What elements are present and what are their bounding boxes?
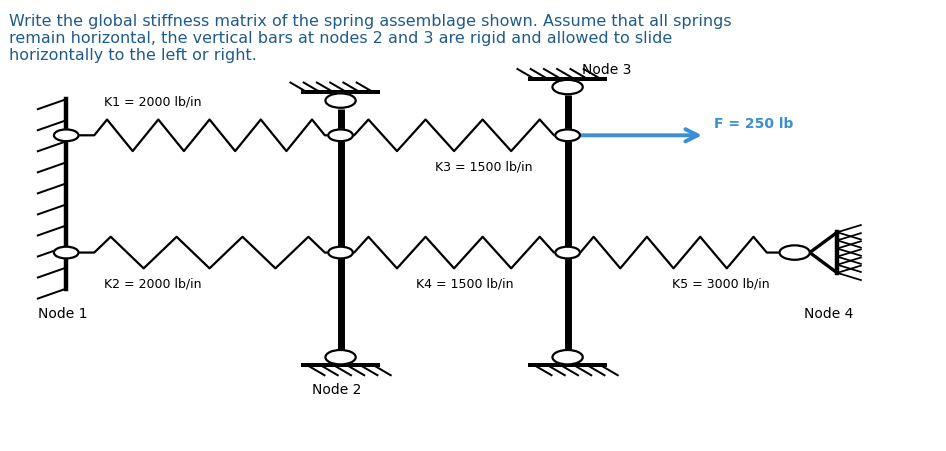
Text: K3 = 1500 lb/in: K3 = 1500 lb/in <box>435 160 533 173</box>
Circle shape <box>54 247 79 258</box>
Circle shape <box>54 129 79 141</box>
Circle shape <box>328 247 353 258</box>
Text: Node 1: Node 1 <box>38 307 87 321</box>
Text: Write the global stiffness matrix of the spring assemblage shown. Assume that al: Write the global stiffness matrix of the… <box>9 14 732 63</box>
Text: K2 = 2000 lb/in: K2 = 2000 lb/in <box>104 277 201 290</box>
Text: K4 = 1500 lb/in: K4 = 1500 lb/in <box>416 277 514 290</box>
Circle shape <box>328 129 353 141</box>
Text: K1 = 2000 lb/in: K1 = 2000 lb/in <box>104 95 201 108</box>
Text: F = 250 lb: F = 250 lb <box>714 117 794 131</box>
Text: K5 = 3000 lb/in: K5 = 3000 lb/in <box>672 277 769 290</box>
Text: Node 3: Node 3 <box>582 63 631 77</box>
Circle shape <box>780 245 810 260</box>
Circle shape <box>555 247 580 258</box>
Circle shape <box>325 350 356 364</box>
Text: Node 4: Node 4 <box>804 307 853 321</box>
Circle shape <box>552 350 583 364</box>
Circle shape <box>555 129 580 141</box>
Circle shape <box>325 93 356 108</box>
Circle shape <box>552 80 583 94</box>
Text: Node 2: Node 2 <box>312 383 361 397</box>
